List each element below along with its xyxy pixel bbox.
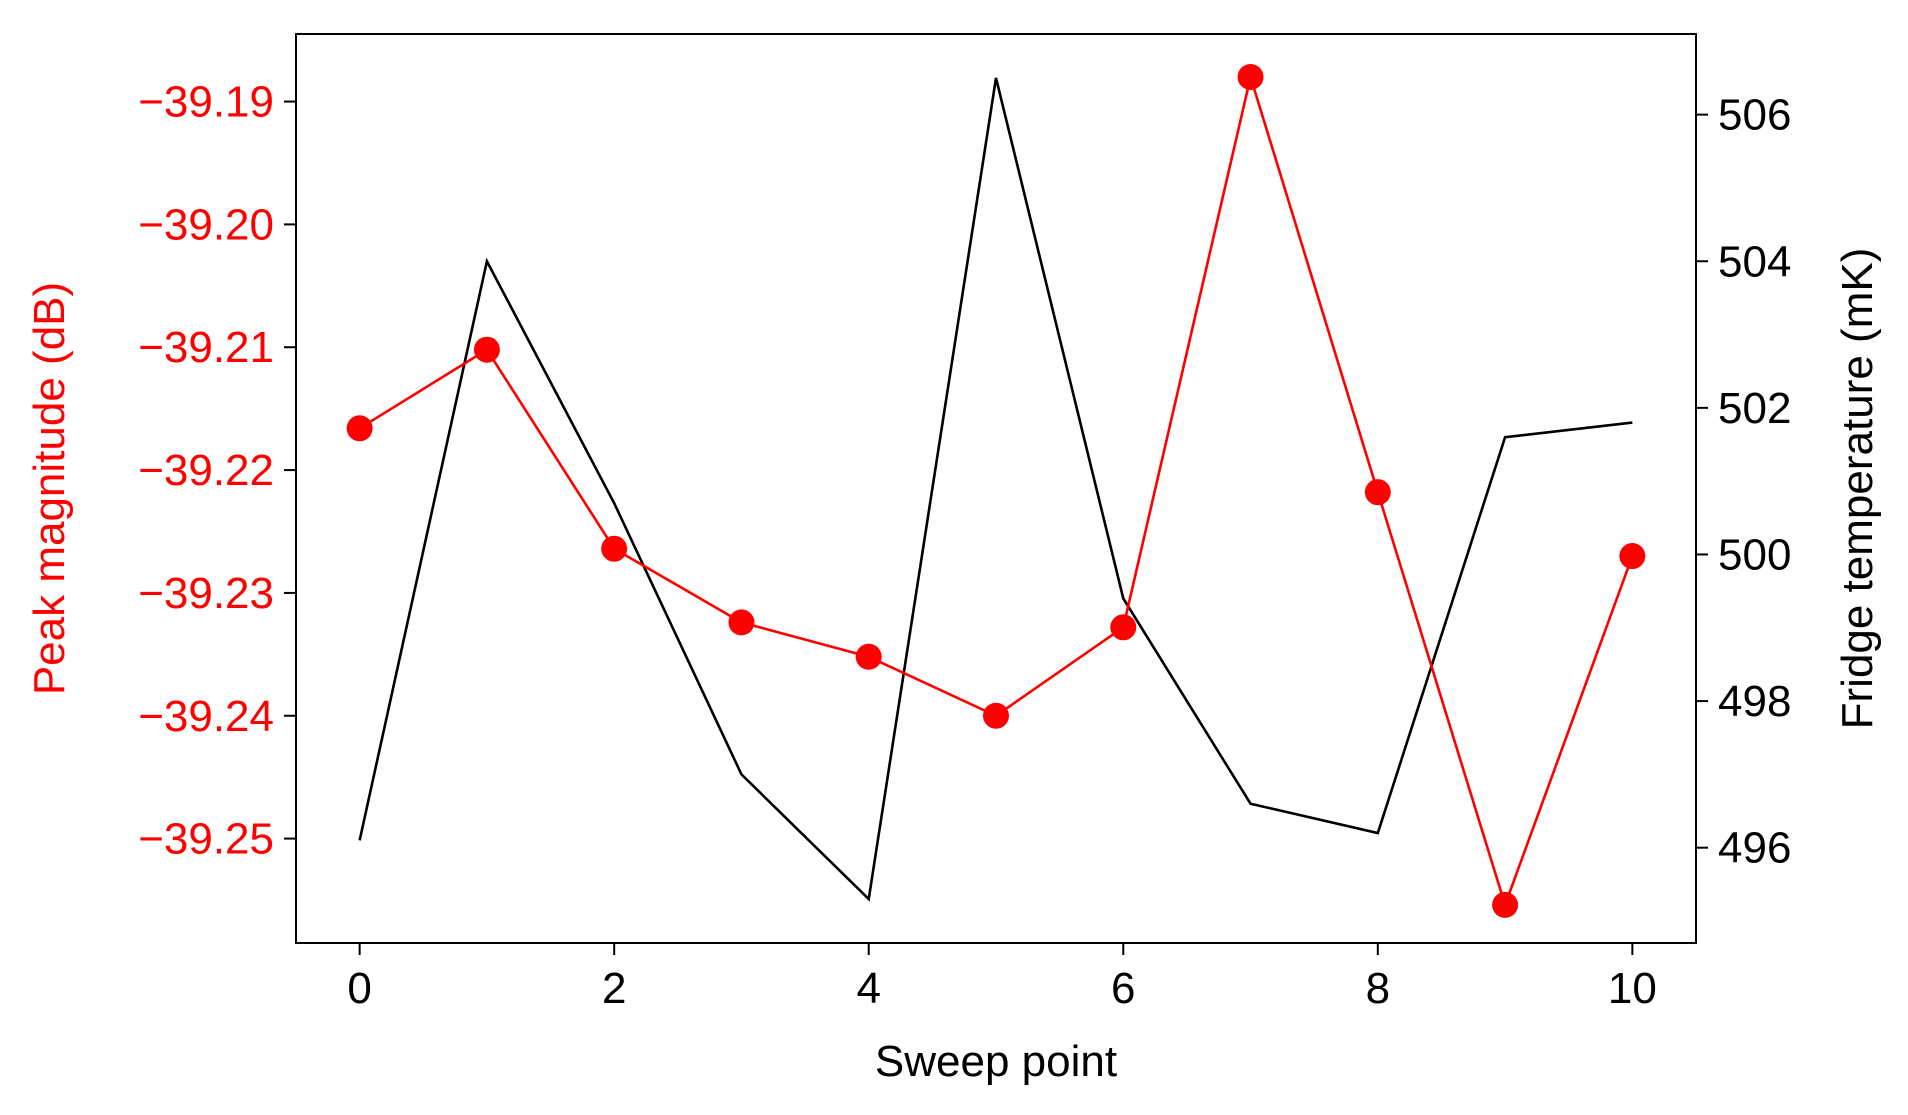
- right-y-axis-label: Fridge temperature (mK): [1833, 248, 1882, 730]
- x-tick-label: 6: [1111, 964, 1135, 1013]
- peak-magnitude-point: [1492, 891, 1519, 918]
- peak-magnitude-point: [855, 643, 882, 670]
- x-tick-label: 8: [1366, 964, 1390, 1013]
- right-y-tick-label: 502: [1718, 384, 1791, 433]
- left-y-tick-label: −39.25: [138, 815, 274, 864]
- fridge-temperature-line: [358, 77, 1633, 902]
- x-tick-label: 0: [347, 964, 371, 1013]
- right-y-tick-label: 506: [1718, 91, 1791, 140]
- series-layer: [346, 63, 1646, 918]
- x-tick-label: 2: [602, 964, 626, 1013]
- right-y-tick-label: 496: [1718, 824, 1791, 873]
- plot-frame: [295, 33, 1697, 944]
- left-y-tick-label: −39.24: [138, 692, 274, 741]
- x-axis-ticks: 0 2 4 6 8 10: [347, 943, 1657, 1013]
- right-y-tick-label: 504: [1718, 237, 1791, 286]
- right-y-tick-label: 498: [1718, 677, 1791, 726]
- left-y-tick-label: −39.19: [138, 78, 274, 127]
- left-y-axis-label: Peak magnitude (dB): [25, 282, 74, 695]
- peak-magnitude-point: [1364, 479, 1391, 506]
- peak-magnitude-point: [601, 535, 628, 562]
- peak-magnitude-point: [346, 415, 373, 442]
- peak-magnitude-point: [1110, 614, 1137, 641]
- peak-magnitude-point: [728, 609, 755, 636]
- peak-magnitude-point: [1619, 543, 1646, 570]
- left-y-tick-label: −39.20: [138, 200, 274, 249]
- left-axis-ticks: −39.25 −39.24 −39.23 −39.22 −39.21 −39.20 −39.…: [138, 78, 296, 864]
- right-axis-ticks: 496 498 500 502 504 506: [1696, 91, 1791, 873]
- left-y-tick-label: −39.23: [138, 569, 274, 618]
- peak-magnitude-point: [983, 702, 1009, 729]
- peak-magnitude-point: [1237, 63, 1264, 90]
- peak-magnitude-point: [473, 336, 500, 363]
- x-tick-label: 10: [1608, 964, 1657, 1013]
- left-y-tick-label: −39.22: [138, 446, 274, 495]
- left-y-tick-label: −39.21: [138, 323, 274, 372]
- x-tick-label: 4: [856, 964, 880, 1013]
- right-y-tick-label: 500: [1718, 530, 1791, 579]
- x-axis-label: Sweep point: [875, 1037, 1117, 1086]
